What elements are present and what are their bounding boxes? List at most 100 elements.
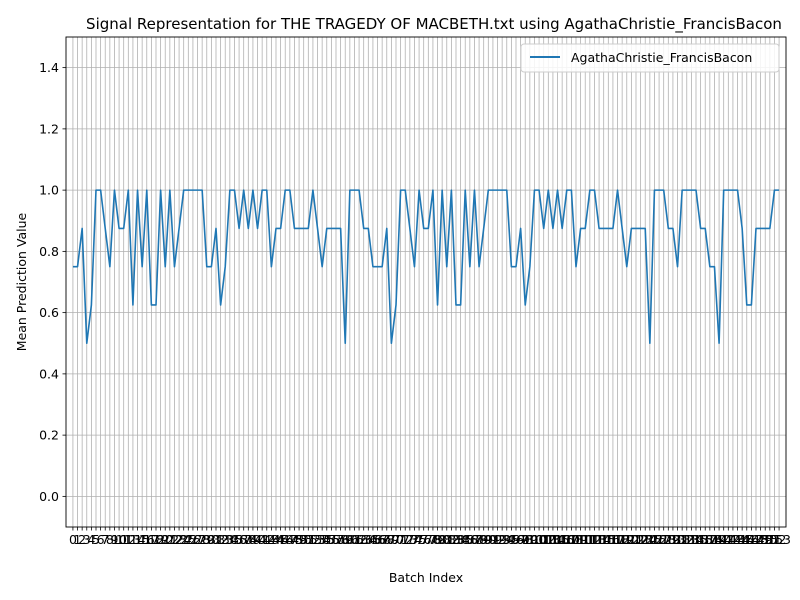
x-tick-label: 73 [402, 532, 418, 547]
x-tick-label: 32 [213, 532, 229, 547]
x-tick-label: 28 [194, 532, 210, 547]
x-tick-label: 108 [559, 532, 583, 547]
y-tick-label: 1.4 [39, 60, 59, 75]
y-axis-ticks: 0.0 0.2 0.4 0.6 0.8 1.0 1.2 1.4 [39, 60, 66, 504]
x-tick-label: 0 [69, 532, 77, 547]
x-tick-label: 141 [712, 532, 736, 547]
x-tick-label: 52 [305, 532, 321, 547]
x-tick-label: 104 [541, 532, 565, 547]
x-tick-label: 102 [532, 532, 556, 547]
x-tick-label: 114 [587, 532, 611, 547]
x-tick-label: 137 [693, 532, 717, 547]
x-tick-label: 45 [273, 532, 289, 547]
plot-frame [65, 36, 787, 528]
x-tick-label: 98 [517, 532, 533, 547]
x-tick-label: 94 [499, 532, 515, 547]
x-tick-label: 72 [397, 532, 413, 547]
x-tick-label: 3 [83, 532, 91, 547]
y-tick-label: 0.6 [39, 305, 59, 320]
x-tick-label: 56 [323, 532, 339, 547]
x-tick-label: 58 [333, 532, 349, 547]
x-tick-label: 112 [578, 532, 602, 547]
x-tick-label: 9 [110, 532, 118, 547]
x-tick-label: 36 [231, 532, 247, 547]
x-tick-label: 2 [78, 532, 86, 547]
x-tick-label: 126 [643, 532, 667, 547]
x-tick-label: 15 [134, 532, 150, 547]
x-tick-label: 4 [87, 532, 95, 547]
x-tick-label: 83 [448, 532, 464, 547]
x-tick-label: 43 [263, 532, 279, 547]
x-tick-label: 119 [610, 532, 634, 547]
x-tick-label: 77 [420, 532, 436, 547]
y-tick-label: 1.2 [39, 121, 59, 136]
x-tick-label: 55 [319, 532, 335, 547]
x-tick-label: 42 [259, 532, 275, 547]
x-tick-label: 144 [726, 532, 750, 547]
x-tick-label: 96 [508, 532, 524, 547]
x-tick-label: 19 [153, 532, 169, 547]
x-tick-label: 35 [227, 532, 243, 547]
x-tick-label: 150 [753, 532, 777, 547]
x-tick-label: 17 [143, 532, 159, 547]
x-tick-label: 62 [351, 532, 367, 547]
x-tick-label: 53 [310, 532, 326, 547]
x-tick-label: 120 [615, 532, 639, 547]
x-tick-label: 18 [148, 532, 164, 547]
x-tick-label: 76 [416, 532, 432, 547]
x-tick-label: 16 [139, 532, 155, 547]
x-tick-label: 115 [592, 532, 616, 547]
x-tick-label: 145 [730, 532, 754, 547]
x-tick-label: 44 [268, 532, 284, 547]
x-tick-label: 54 [314, 532, 330, 547]
x-tick-label: 93 [494, 532, 510, 547]
x-tick-label: 123 [629, 532, 653, 547]
x-tick-label: 87 [467, 532, 483, 547]
x-tick-label: 118 [606, 532, 630, 547]
x-tick-label: 147 [739, 532, 763, 547]
x-gridlines [72, 37, 780, 527]
x-tick-label: 133 [675, 532, 699, 547]
x-tick-label: 140 [707, 532, 731, 547]
x-tick-label: 27 [190, 532, 206, 547]
x-tick-label: 48 [287, 532, 303, 547]
x-tick-label: 86 [462, 532, 478, 547]
y-tick-label: 0.8 [39, 244, 59, 259]
x-tick-label: 95 [503, 532, 519, 547]
x-tick-label: 122 [624, 532, 648, 547]
x-tick-label: 135 [684, 532, 708, 547]
x-tick-label: 124 [633, 532, 657, 547]
x-tick-label: 47 [282, 532, 298, 547]
y-axis-label: Mean Prediction Value [14, 212, 29, 351]
x-tick-label: 138 [698, 532, 722, 547]
x-tick-label: 57 [328, 532, 344, 547]
y-tick-label: 0.0 [39, 489, 59, 504]
x-tick-label: 111 [573, 532, 597, 547]
x-tick-label: 70 [388, 532, 404, 547]
x-tick-label: 66 [370, 532, 386, 547]
x-tick-label: 92 [490, 532, 506, 547]
x-tick-label: 136 [689, 532, 713, 547]
x-tick-label: 125 [638, 532, 662, 547]
x-tick-label: 41 [254, 532, 270, 547]
x-tick-label: 26 [185, 532, 201, 547]
x-tick-label: 46 [277, 532, 293, 547]
x-tick-label: 130 [661, 532, 685, 547]
x-tick-label: 67 [374, 532, 390, 547]
x-tick-label: 100 [523, 532, 547, 547]
x-tick-label: 30 [203, 532, 219, 547]
x-tick-label: 113 [583, 532, 607, 547]
x-tick-label: 39 [245, 532, 261, 547]
x-tick-label: 101 [527, 532, 551, 547]
x-tick-label: 1 [74, 532, 82, 547]
x-tick-label: 153 [767, 532, 791, 547]
x-tick-label: 21 [162, 532, 178, 547]
x-tick-label: 88 [471, 532, 487, 547]
series-line-agathachristie-francisbacon [72, 189, 780, 345]
x-tick-label: 6 [97, 532, 105, 547]
x-tick-label: 152 [763, 532, 787, 547]
x-tick-label: 22 [167, 532, 183, 547]
x-tick-label: 143 [721, 532, 745, 547]
x-tick-label: 121 [619, 532, 643, 547]
